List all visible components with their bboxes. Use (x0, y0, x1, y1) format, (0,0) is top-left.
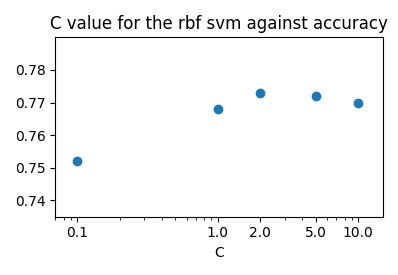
Point (257, 90, 263, 95)
Point (355, 100, 361, 105)
X-axis label: C: C (215, 246, 224, 260)
Point (74, 159, 80, 163)
Point (215, 107, 221, 111)
Title: C value for the rbf svm against accuracy: C value for the rbf svm against accuracy (50, 15, 388, 33)
Point (313, 94, 319, 98)
